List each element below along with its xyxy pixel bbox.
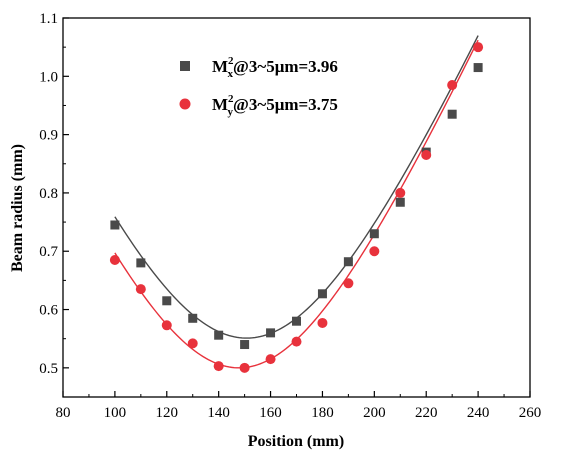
y-axis-title: Beam radius (mm) bbox=[9, 144, 26, 272]
y-tick-label: 0.9 bbox=[39, 128, 58, 144]
y-tick-label: 1.1 bbox=[39, 11, 58, 27]
data-point-series-2 bbox=[473, 42, 484, 53]
data-point-series-1 bbox=[369, 229, 379, 239]
data-point-series-2 bbox=[291, 336, 302, 347]
y-tick-label: 0.8 bbox=[39, 186, 58, 202]
x-tick-label: 140 bbox=[207, 405, 230, 421]
fit-curve-1 bbox=[114, 35, 479, 339]
x-tick-label: 200 bbox=[363, 405, 386, 421]
legend-label-1: M2 x@3~5μm=3.96 bbox=[212, 55, 338, 80]
legend-marker-circle bbox=[179, 98, 191, 110]
data-point-series-2 bbox=[369, 246, 380, 257]
legend-rest: @3~5μm=3.96 bbox=[233, 57, 338, 76]
data-point-series-2 bbox=[239, 362, 250, 373]
data-point-series-1 bbox=[343, 257, 353, 267]
data-point-series-2 bbox=[135, 284, 146, 295]
y-tick-label: 0.5 bbox=[39, 361, 58, 377]
x-tick-label: 120 bbox=[156, 405, 179, 421]
data-point-series-1 bbox=[162, 296, 172, 306]
legend-label-2: M2 y@3~5μm=3.75 bbox=[212, 93, 338, 118]
x-tick-label: 220 bbox=[415, 405, 438, 421]
data-point-series-1 bbox=[136, 258, 146, 268]
x-tick-label: 160 bbox=[259, 405, 282, 421]
data-point-series-1 bbox=[447, 109, 457, 119]
data-point-series-2 bbox=[317, 317, 328, 328]
data-point-series-2 bbox=[447, 80, 458, 91]
data-point-series-1 bbox=[240, 340, 250, 350]
data-point-series-2 bbox=[265, 354, 276, 365]
x-tick-label: 100 bbox=[104, 405, 127, 421]
data-point-series-2 bbox=[161, 320, 172, 331]
legend-sup: 2 bbox=[228, 93, 234, 105]
data-point-series-1 bbox=[110, 220, 120, 230]
data-point-series-1 bbox=[473, 63, 483, 73]
data-point-series-2 bbox=[187, 338, 198, 349]
x-tick-label: 80 bbox=[56, 405, 71, 421]
data-point-series-2 bbox=[343, 278, 354, 289]
data-point-series-2 bbox=[421, 150, 432, 161]
data-point-series-1 bbox=[395, 197, 405, 207]
data-point-series-1 bbox=[188, 313, 198, 323]
axis-ticks: 80 100 120 140 160 180 200 220 240 260 0.5 0.6 0.7 0.… bbox=[39, 11, 541, 421]
legend-sub: x bbox=[228, 68, 234, 80]
legend-base: M bbox=[212, 95, 228, 114]
y-tick-label: 1.0 bbox=[39, 69, 58, 85]
y-tick-label: 0.7 bbox=[39, 244, 58, 260]
x-tick-label: 260 bbox=[519, 405, 542, 421]
x-axis-title: Position (mm) bbox=[248, 433, 344, 450]
y-tick-label: 0.6 bbox=[39, 303, 58, 319]
data-point-series-1 bbox=[266, 328, 276, 338]
legend-sub: y bbox=[228, 106, 234, 118]
data-point-series-1 bbox=[317, 289, 327, 299]
legend-base: M bbox=[212, 57, 228, 76]
x-tick-label: 240 bbox=[467, 405, 490, 421]
data-point-series-1 bbox=[214, 330, 224, 340]
data-point-series-2 bbox=[109, 254, 120, 265]
legend-rest: @3~5μm=3.75 bbox=[233, 95, 338, 114]
data-point-series-1 bbox=[292, 316, 301, 326]
data-point-series-2 bbox=[395, 187, 406, 198]
legend-sup: 2 bbox=[228, 55, 234, 67]
data-markers bbox=[109, 42, 484, 373]
legend-marker-square bbox=[180, 61, 190, 71]
data-point-series-2 bbox=[213, 361, 224, 372]
x-tick-label: 180 bbox=[311, 405, 334, 421]
